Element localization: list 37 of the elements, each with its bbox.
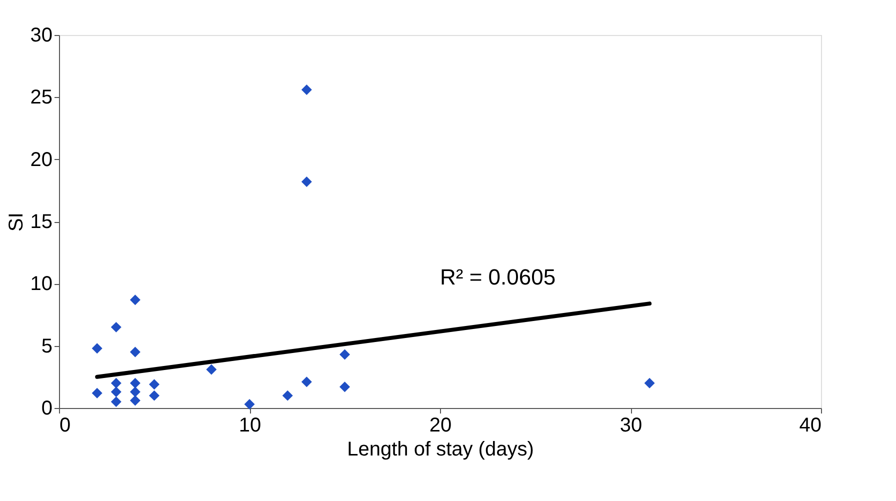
y-axis-title: SI xyxy=(5,212,28,232)
point xyxy=(244,399,255,410)
x-tick-label: 20 xyxy=(429,414,452,436)
y-tick-label: 30 xyxy=(30,24,52,46)
point xyxy=(110,378,122,388)
annotation: R² = 0.0605 xyxy=(440,264,556,290)
point xyxy=(110,396,122,408)
point xyxy=(92,388,102,398)
point xyxy=(110,386,122,398)
point xyxy=(301,84,312,95)
x-tick-label: 40 xyxy=(799,414,822,436)
x-tick-label: 30 xyxy=(620,414,642,436)
point xyxy=(130,294,140,306)
y-tick-label: 10 xyxy=(30,273,52,296)
y-tick-label: 0 xyxy=(41,398,52,420)
point xyxy=(130,386,140,398)
point xyxy=(130,346,140,358)
y-tick-label: 5 xyxy=(41,335,52,358)
y-tick-label: 15 xyxy=(30,211,52,233)
y-tick-label: 20 xyxy=(30,148,52,171)
point xyxy=(340,349,350,360)
point xyxy=(301,376,312,388)
point xyxy=(110,322,122,332)
x-tick-label: 10 xyxy=(238,414,262,436)
point xyxy=(301,176,312,187)
x-axis-title: Length of stay (days) xyxy=(347,438,534,460)
point xyxy=(282,390,293,401)
point xyxy=(340,382,350,392)
y-tick-label: 25 xyxy=(30,86,52,109)
point xyxy=(130,395,140,406)
point xyxy=(130,378,140,388)
point xyxy=(206,364,217,375)
point xyxy=(644,378,655,388)
point xyxy=(92,343,102,354)
point xyxy=(149,390,160,401)
x-tick-label: 0 xyxy=(60,414,71,436)
point xyxy=(149,379,160,390)
